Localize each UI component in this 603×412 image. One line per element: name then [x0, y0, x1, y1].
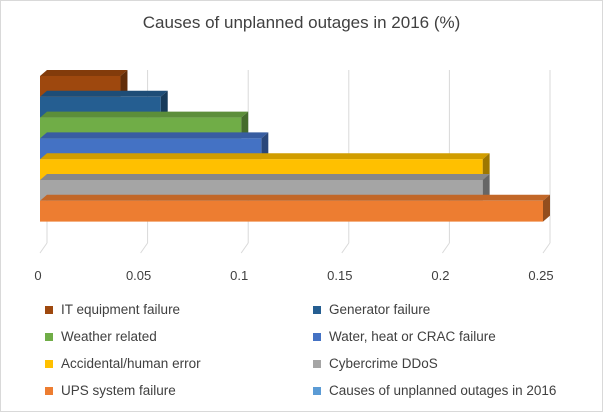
bar-top-face [40, 111, 249, 118]
legend-label: UPS system failure [61, 383, 176, 398]
legend-swatch [313, 305, 321, 314]
bar-side-face [120, 70, 128, 97]
legend-item: UPS system failure [45, 381, 313, 400]
bar-top-face [40, 132, 269, 139]
legend-swatch [45, 332, 53, 341]
legend-swatch [313, 332, 321, 341]
legend-label: Generator failure [329, 302, 431, 317]
bar-side-face [482, 153, 490, 180]
bar-top-face [40, 70, 128, 76]
x-tick-label: 0.05 [126, 268, 151, 283]
gridline-floor [341, 242, 350, 254]
legend-item: Accidental/human error [45, 354, 313, 373]
legend-swatch [313, 386, 321, 395]
legend-item: Generator failure [313, 300, 581, 319]
bar-top-face [40, 174, 490, 180]
gridline-floor [140, 242, 149, 254]
x-tick-label: 0 [34, 268, 41, 283]
bar-top-face [40, 90, 168, 97]
legend-item: Water, heat or CRAC failure [313, 327, 581, 346]
legend-label: Causes of unplanned outages in 2016 [329, 383, 557, 398]
chart-title: Causes of unplanned outages in 2016 (%) [142, 13, 461, 32]
legend-label: Weather related [61, 329, 157, 344]
gridline-floor [542, 242, 551, 254]
x-tick-label: 0.15 [327, 268, 352, 283]
bar-side-face [261, 132, 269, 160]
gridline-floor [441, 242, 450, 254]
x-tick-label: 0.2 [431, 268, 449, 283]
legend-swatch [313, 359, 321, 368]
legend-label: Cybercrime DDoS [329, 356, 438, 371]
gridline-floor [240, 242, 249, 254]
legend-item: Weather related [45, 327, 313, 346]
legend-label: IT equipment failure [61, 302, 181, 317]
bar [40, 200, 543, 222]
legend-swatch [45, 305, 53, 314]
bar-top-face [40, 194, 550, 201]
legend-label: Accidental/human error [61, 356, 201, 371]
legend-swatch [45, 359, 53, 368]
bar-side-face [482, 174, 490, 201]
x-tick-label: 0.1 [230, 268, 248, 283]
legend-item: Causes of unplanned outages in 2016 [313, 381, 581, 400]
bar-side-face [543, 194, 550, 222]
legend-label: Water, heat or CRAC failure [329, 329, 496, 344]
bar-top-face [40, 153, 490, 160]
bar-side-face [241, 111, 249, 139]
legend: IT equipment failure Generator failure Wea… [45, 300, 603, 400]
legend-item: Cybercrime DDoS [313, 354, 581, 373]
bar-side-face [160, 90, 168, 118]
legend-swatch [45, 386, 53, 395]
x-tick-label: 0.25 [528, 268, 553, 283]
legend-item: IT equipment failure [45, 300, 313, 319]
gridline-floor [39, 242, 48, 254]
